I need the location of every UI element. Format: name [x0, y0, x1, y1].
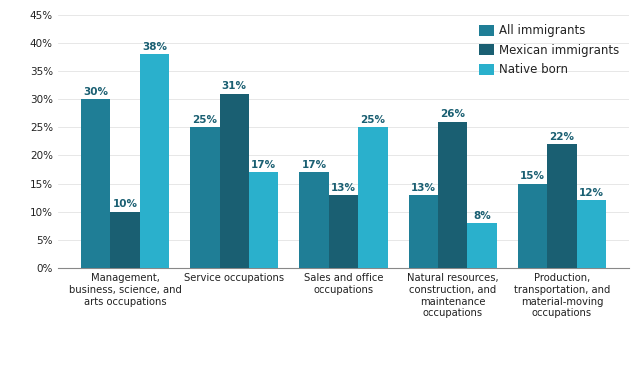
Legend: All immigrants, Mexican immigrants, Native born: All immigrants, Mexican immigrants, Nati…	[476, 21, 623, 80]
Text: 31%: 31%	[221, 81, 247, 92]
Bar	[408, 195, 438, 268]
Bar	[190, 127, 220, 268]
Text: 17%: 17%	[251, 160, 276, 170]
Bar	[438, 122, 467, 268]
Text: 15%: 15%	[520, 171, 545, 181]
Bar	[220, 94, 249, 268]
Text: 13%: 13%	[331, 183, 356, 193]
Bar	[547, 144, 577, 268]
Bar	[81, 99, 110, 268]
Text: 25%: 25%	[360, 115, 385, 125]
Text: 22%: 22%	[550, 132, 575, 142]
Bar	[140, 54, 169, 268]
Text: 38%: 38%	[142, 42, 167, 52]
Text: 8%: 8%	[473, 211, 491, 221]
Text: 12%: 12%	[579, 188, 604, 198]
Bar	[249, 172, 279, 268]
Text: 13%: 13%	[411, 183, 436, 193]
Bar	[518, 183, 547, 268]
Text: 30%: 30%	[83, 87, 108, 97]
Text: 10%: 10%	[112, 199, 137, 209]
Bar	[358, 127, 388, 268]
Text: 26%: 26%	[440, 109, 465, 119]
Bar	[110, 212, 140, 268]
Bar	[467, 223, 497, 268]
Bar	[577, 201, 606, 268]
Text: 25%: 25%	[193, 115, 218, 125]
Bar	[329, 195, 358, 268]
Bar	[299, 172, 329, 268]
Text: 17%: 17%	[302, 160, 327, 170]
